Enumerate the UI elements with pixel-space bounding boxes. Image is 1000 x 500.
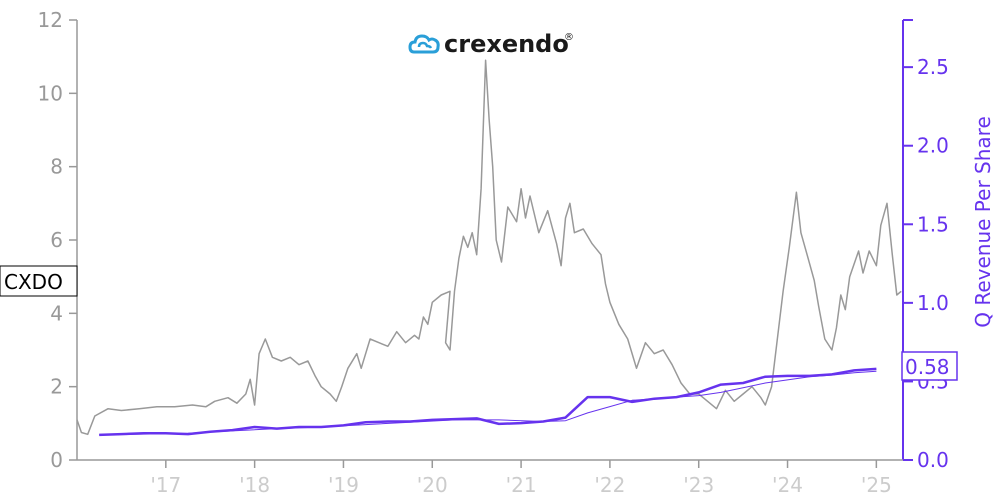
series-line-revenue_thin: [99, 370, 877, 436]
right-axis-tick-label: 2.0: [917, 134, 949, 158]
right-axis-tick-label: 1.0: [917, 291, 949, 315]
series-line-revenue: [99, 367, 877, 437]
right-axis-tick-label: 2.5: [917, 55, 949, 79]
x-axis-tick-label: '25: [861, 473, 892, 497]
left-axis-tick-label: 8: [50, 155, 63, 179]
x-axis-tick-label: '18: [239, 473, 270, 497]
x-axis-tick-label: '24: [772, 473, 803, 497]
right-axis-tick-label: 0.0: [917, 448, 949, 472]
logo-text: crexendo: [444, 30, 569, 58]
right-value-label: 0.58: [905, 355, 950, 379]
series-line-price: [76, 59, 902, 436]
left-axis-tick-label: 2: [50, 375, 63, 399]
logo: crexendo ®: [408, 30, 574, 58]
left-axis-tick-label: 0: [50, 448, 63, 472]
x-axis-tick-label: '19: [328, 473, 359, 497]
cloud-logo-icon: [408, 34, 440, 54]
right-axis-title: Q Revenue Per Share: [971, 116, 995, 328]
x-axis-tick-label: '23: [683, 473, 714, 497]
right-value-label-box: 0.58: [901, 351, 958, 381]
x-axis-tick-label: '20: [417, 473, 448, 497]
right-axis-tick-label: 1.5: [917, 212, 949, 236]
x-axis-tick-label: '21: [506, 473, 537, 497]
x-axis-tick-label: '22: [594, 473, 625, 497]
ticker-label-box: CXDO: [0, 265, 78, 297]
left-axis-tick-label: 6: [50, 228, 63, 252]
logo-registered-mark: ®: [564, 32, 574, 43]
x-axis-tick-label: '17: [150, 473, 181, 497]
left-axis-tick-label: 10: [38, 81, 63, 105]
left-axis-tick-label: 12: [38, 8, 63, 32]
ticker-label: CXDO: [4, 270, 63, 294]
left-axis-tick-label: 4: [50, 301, 63, 325]
series-layer: [76, 59, 902, 437]
